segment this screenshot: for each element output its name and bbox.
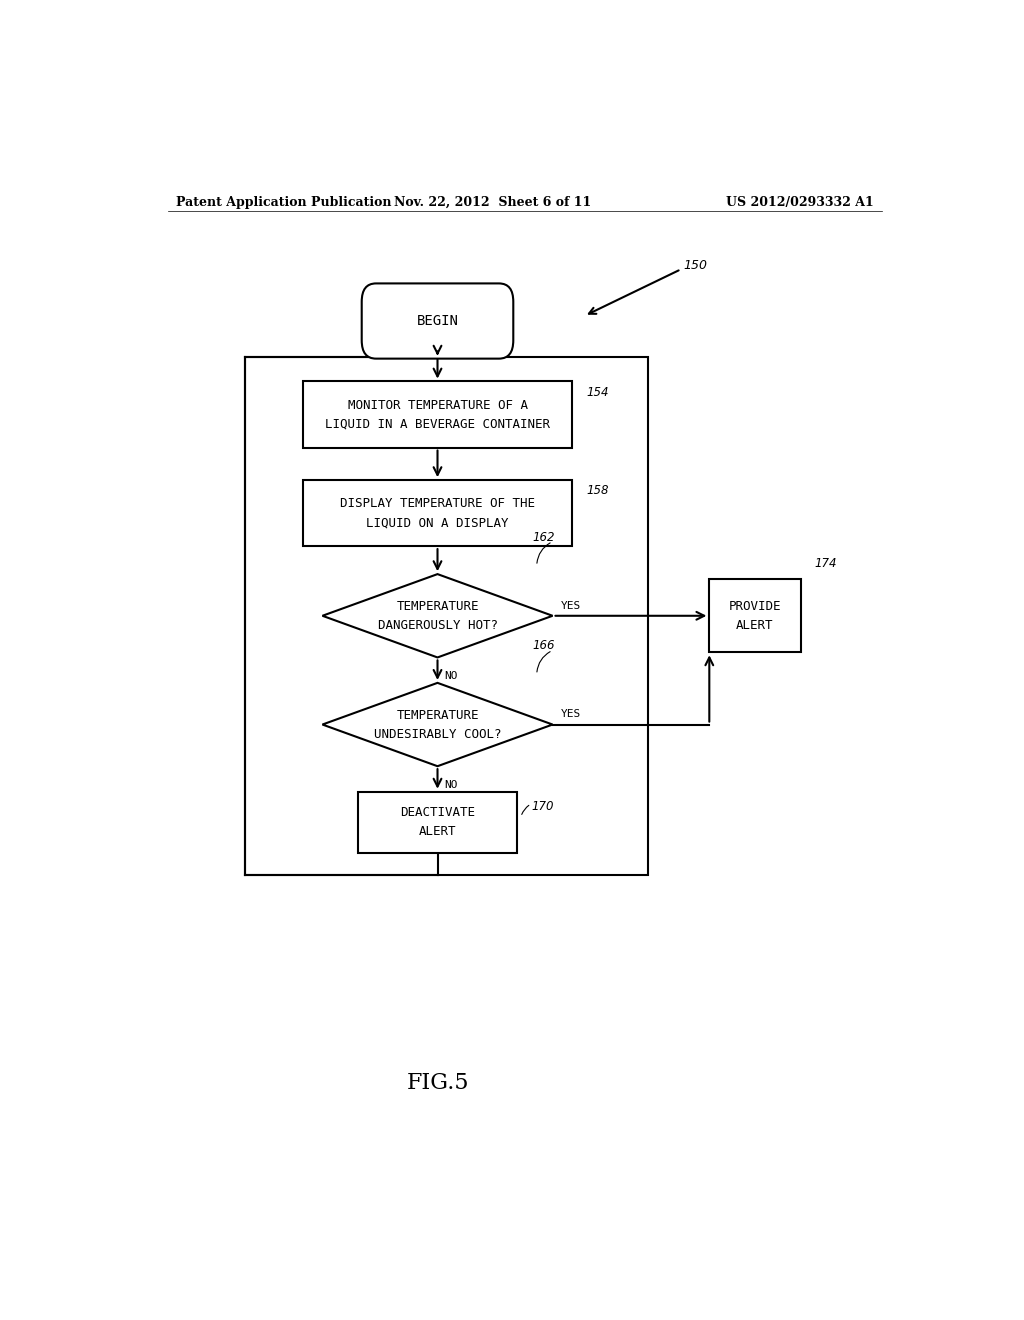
- Text: 154: 154: [587, 385, 609, 399]
- Text: US 2012/0293332 A1: US 2012/0293332 A1: [726, 195, 873, 209]
- Text: TEMPERATURE
UNDESIRABLY COOL?: TEMPERATURE UNDESIRABLY COOL?: [374, 709, 502, 741]
- Text: NO: NO: [443, 671, 458, 681]
- Text: PROVIDE
ALERT: PROVIDE ALERT: [729, 599, 781, 632]
- Text: YES: YES: [560, 709, 581, 719]
- Text: MONITOR TEMPERATURE OF A
LIQUID IN A BEVERAGE CONTAINER: MONITOR TEMPERATURE OF A LIQUID IN A BEV…: [325, 399, 550, 430]
- Text: YES: YES: [560, 601, 581, 611]
- Text: DEACTIVATE
ALERT: DEACTIVATE ALERT: [400, 807, 475, 838]
- FancyBboxPatch shape: [361, 284, 513, 359]
- FancyBboxPatch shape: [710, 579, 801, 652]
- Text: Nov. 22, 2012  Sheet 6 of 11: Nov. 22, 2012 Sheet 6 of 11: [394, 195, 592, 209]
- Text: 150: 150: [684, 259, 708, 272]
- Text: TEMPERATURE
DANGEROUSLY HOT?: TEMPERATURE DANGEROUSLY HOT?: [378, 599, 498, 632]
- Text: BEGIN: BEGIN: [417, 314, 459, 329]
- Text: FIG.5: FIG.5: [407, 1072, 469, 1094]
- Polygon shape: [323, 682, 553, 766]
- Text: 166: 166: [532, 639, 555, 652]
- Text: Patent Application Publication: Patent Application Publication: [176, 195, 391, 209]
- Text: 162: 162: [532, 531, 555, 544]
- Bar: [246, 356, 648, 875]
- Text: 170: 170: [531, 800, 554, 813]
- Text: 174: 174: [815, 557, 838, 570]
- Text: NO: NO: [443, 780, 458, 789]
- FancyBboxPatch shape: [358, 792, 517, 853]
- FancyBboxPatch shape: [303, 381, 572, 447]
- Text: 158: 158: [587, 484, 609, 498]
- Text: DISPLAY TEMPERATURE OF THE
LIQUID ON A DISPLAY: DISPLAY TEMPERATURE OF THE LIQUID ON A D…: [340, 498, 535, 529]
- Polygon shape: [323, 574, 553, 657]
- FancyBboxPatch shape: [303, 480, 572, 546]
